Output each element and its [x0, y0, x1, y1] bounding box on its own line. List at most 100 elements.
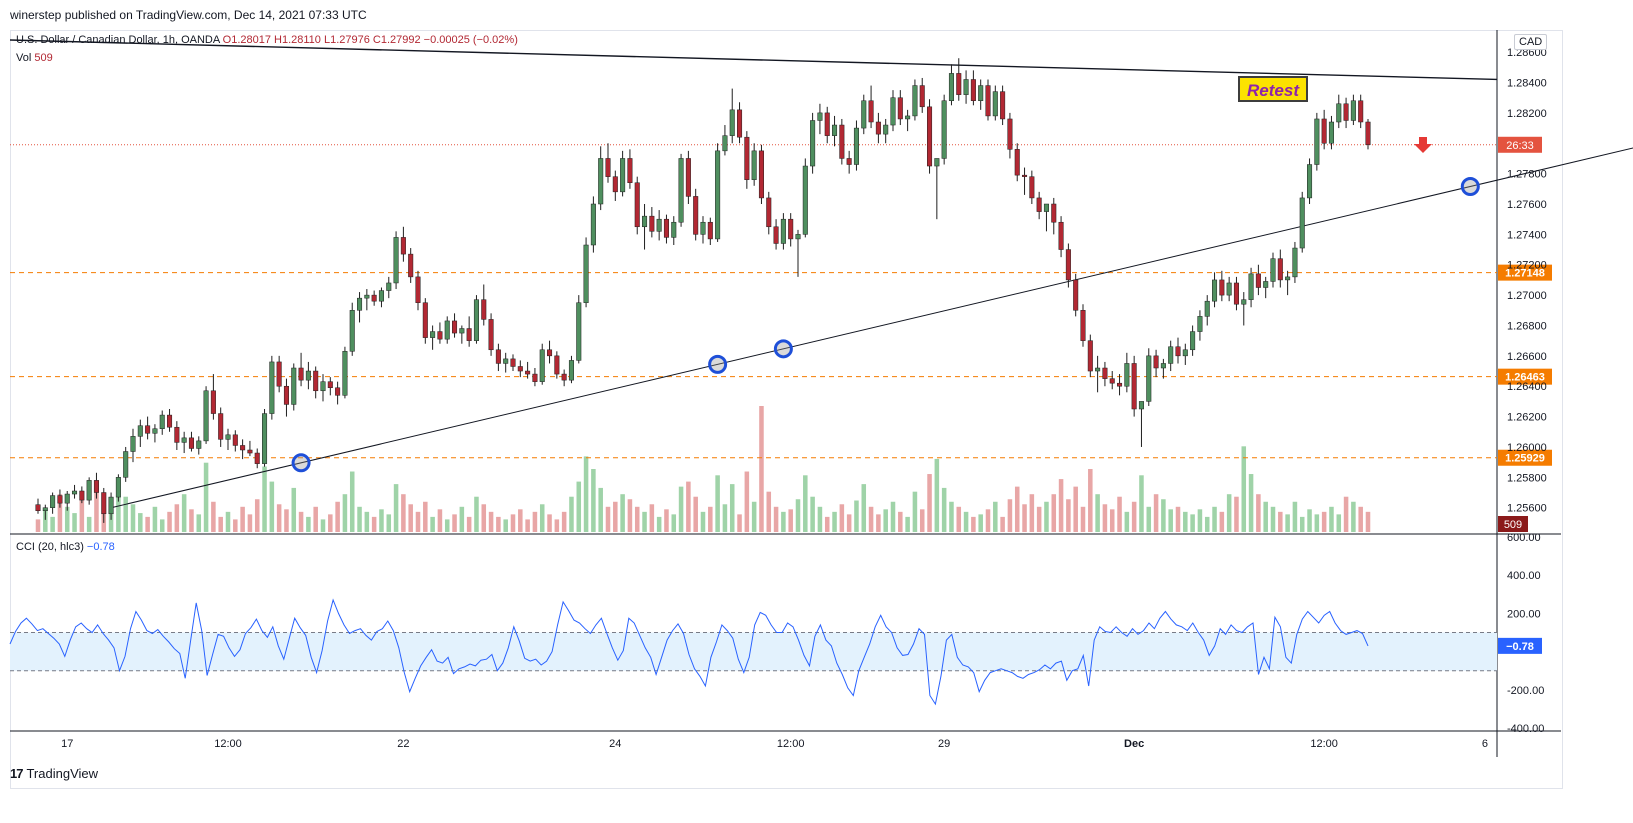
- candle-body: [1109, 378, 1115, 384]
- candle-body: [254, 452, 260, 464]
- volume-bar: [985, 509, 991, 532]
- price-tick: 1.26000: [1507, 442, 1547, 454]
- time-tick: Dec: [1124, 738, 1144, 750]
- volume-legend-value: 509: [34, 52, 53, 64]
- candle-body: [1212, 279, 1218, 302]
- volume-bar: [364, 511, 370, 532]
- volume-bar: [123, 496, 128, 532]
- trend-lines: [9, 39, 1633, 509]
- volume-bar: [539, 504, 545, 532]
- volume-bar: [1314, 514, 1320, 532]
- candle-body: [313, 370, 319, 392]
- volume-bar: [349, 471, 355, 532]
- candle-body: [342, 351, 348, 396]
- touch-circle: [1460, 176, 1480, 196]
- volume-bar: [518, 509, 523, 532]
- candle-body: [985, 85, 991, 117]
- candle-body: [978, 85, 984, 101]
- volume-bar: [839, 504, 845, 532]
- volume-bar: [225, 511, 231, 532]
- candle-body: [1190, 331, 1196, 351]
- volume-bar: [152, 506, 158, 532]
- candle-body: [956, 73, 962, 95]
- volume-bar: [313, 506, 318, 532]
- volume-bar: [189, 509, 194, 532]
- volume-bar: [452, 514, 457, 532]
- currency-badge[interactable]: CAD: [1514, 34, 1548, 50]
- volume-bar: [1080, 506, 1086, 532]
- candle-body: [1277, 258, 1283, 281]
- volume-bar: [1066, 499, 1071, 532]
- volume-bar: [1014, 486, 1020, 532]
- volume-bar: [379, 509, 384, 532]
- candle-body: [269, 361, 275, 414]
- candle-body: [473, 299, 479, 341]
- price-axis: 1.28600 1.28400 1.28200 1.27800 1.27600 1.274…: [1498, 47, 1547, 532]
- volume-bar: [642, 511, 647, 532]
- volume-bar: [708, 506, 713, 532]
- price-tick: 1.27800: [1507, 169, 1547, 181]
- volume-bars: [35, 406, 1371, 532]
- tradingview-logo-icon: 17: [10, 766, 24, 781]
- volume-bar: [1044, 501, 1049, 532]
- candle-body: [875, 121, 881, 135]
- candle-body: [181, 437, 187, 443]
- candle-body: [656, 218, 662, 232]
- volume-bar: [306, 516, 311, 532]
- volume-bar: [196, 514, 202, 532]
- candle-body: [883, 124, 889, 135]
- volume-bar: [656, 516, 662, 532]
- candle-body: [510, 358, 516, 367]
- volume-bar: [941, 487, 947, 532]
- cci-legend-label[interactable]: CCI (20, hlc3): [16, 541, 84, 553]
- candle-body: [408, 253, 414, 278]
- candle-body: [934, 158, 940, 167]
- cci-value-tag: [1498, 637, 1542, 654]
- cci-tick: -400.00: [1507, 723, 1544, 735]
- volume-bar: [1029, 494, 1035, 532]
- volume-bar: [1278, 511, 1283, 532]
- support-levels: 1.27148 1.26463 1.25929 26:33: [10, 136, 1552, 466]
- candle-body: [802, 165, 808, 235]
- volume-bar: [978, 514, 983, 532]
- price-tick: 1.27600: [1507, 199, 1547, 211]
- ohlc-values: O1.28017 H1.28110 L1.27976 C1.27992 −0.0…: [222, 34, 518, 46]
- volume-bar: [342, 494, 348, 532]
- volume-bar: [854, 500, 859, 532]
- volume-bar: [715, 475, 720, 532]
- candle-body: [583, 244, 589, 303]
- volume-bar: [86, 516, 92, 532]
- volume-bar: [1036, 506, 1042, 532]
- candle-body: [108, 496, 114, 515]
- volume-bar: [284, 509, 289, 532]
- volume-bar: [547, 514, 552, 532]
- candle-body: [1051, 203, 1057, 223]
- volume-bar: [386, 514, 392, 532]
- volume-bar: [605, 506, 611, 532]
- candle-body: [64, 493, 70, 504]
- candle-body: [1153, 355, 1159, 369]
- volume-bar: [1183, 511, 1188, 532]
- volume-bar: [788, 509, 793, 532]
- tradingview-logo[interactable]: 17 TradingView: [10, 766, 98, 781]
- candle-body: [853, 127, 859, 165]
- volume-legend-label[interactable]: Vol: [16, 52, 32, 64]
- candle-body: [1131, 363, 1137, 410]
- price-tick: 1.25600: [1507, 503, 1547, 515]
- volume-bar: [415, 511, 421, 532]
- candle-body: [488, 319, 494, 351]
- volume-bar: [430, 516, 435, 532]
- candle-body: [481, 299, 487, 320]
- volume-bar: [247, 514, 253, 532]
- candle-body: [174, 426, 180, 443]
- candle-body: [715, 150, 721, 240]
- symbol-name[interactable]: U.S. Dollar / Canadian Dollar, 1h, OANDA: [16, 34, 220, 46]
- volume-bar: [1153, 494, 1159, 532]
- price-tick: 1.26200: [1507, 412, 1547, 424]
- candle-body: [137, 425, 143, 437]
- volume-bar: [554, 519, 560, 532]
- volume-bar: [276, 504, 282, 532]
- volume-bar: [459, 506, 465, 532]
